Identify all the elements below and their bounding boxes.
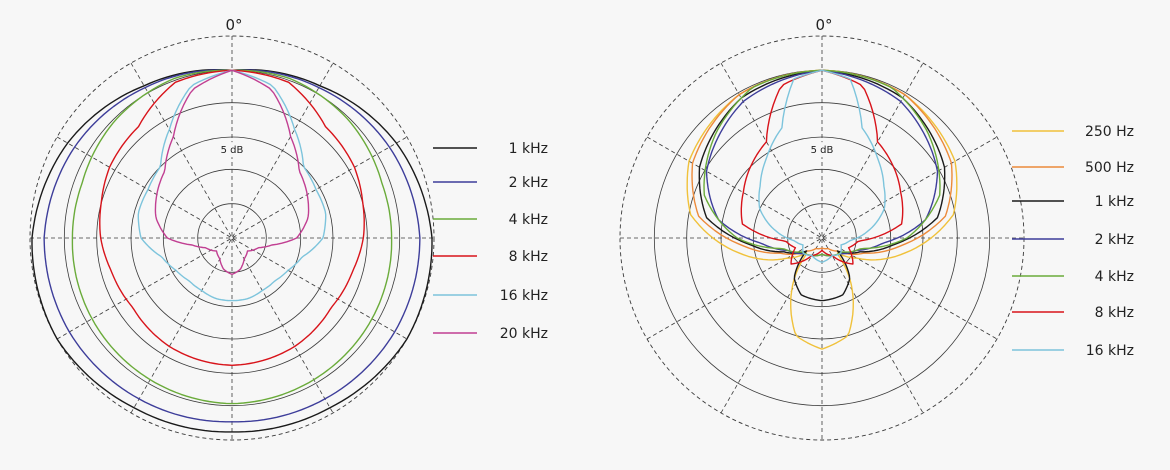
legend-label: 2 kHz	[509, 175, 548, 191]
grid-ring	[130, 136, 334, 340]
grid-spoke	[720, 62, 924, 414]
series-trace-4-khz	[71, 69, 393, 405]
series-trace-1-khz	[31, 69, 433, 433]
legend-label: 500 Hz	[1085, 160, 1134, 176]
legend-label: 4 kHz	[509, 212, 548, 228]
legend-label: 2 kHz	[1095, 232, 1134, 248]
grid-spoke	[130, 62, 334, 414]
legend-label: 4 kHz	[1095, 269, 1134, 285]
series-trace-4-khz	[703, 69, 941, 257]
legend-label: 20 kHz	[500, 326, 548, 342]
series-trace-20-khz	[154, 69, 310, 276]
grid-ring	[162, 168, 302, 308]
grid-spoke	[646, 136, 998, 340]
legend-label: 250 Hz	[1085, 124, 1134, 140]
legend-label: 8 kHz	[509, 249, 548, 265]
grid-ring	[752, 168, 892, 308]
polar-chart-left: 0° 5 dB 1 kHz 2 kHz 4 kHz 8 kHz 16 kHz 20 kHz	[29, 16, 548, 441]
ring-label-backing	[216, 142, 248, 158]
series-trace-16-khz	[137, 69, 327, 302]
series-trace-1-khz	[698, 69, 946, 302]
grid-ring	[197, 203, 267, 273]
ring-label: 5 dB	[811, 145, 834, 156]
legend-label: 8 kHz	[1095, 305, 1134, 321]
grid-ring	[720, 136, 924, 340]
series-trace-8-khz	[740, 69, 904, 265]
grid-spoke	[56, 136, 408, 340]
grid-spoke	[720, 62, 924, 414]
ring-label: 5 dB	[221, 145, 244, 156]
angle-label-zero: 0°	[225, 16, 242, 34]
legend-label: 16 kHz	[500, 288, 548, 304]
ring-label-backing	[806, 142, 838, 158]
grid-ring	[619, 35, 1025, 441]
series-trace-2-khz	[43, 69, 421, 423]
legend-label: 1 kHz	[509, 141, 548, 157]
grid-ring	[29, 35, 435, 441]
series-trace-8-khz	[99, 69, 365, 366]
series-trace-500-hz	[691, 69, 953, 255]
angle-label-zero: 0°	[815, 16, 832, 34]
grid-spoke	[130, 62, 334, 414]
grid-spoke	[56, 136, 408, 340]
series-trace-16-khz	[758, 69, 886, 263]
series-trace-250-hz	[686, 69, 958, 350]
polar-chart-right: 0° 5 dB 250 Hz 500 Hz 1 kHz 2 kHz 4 kHz 8 kHz 16…	[619, 16, 1134, 441]
legend-label: 16 kHz	[1086, 343, 1134, 359]
legend-label: 1 kHz	[1095, 194, 1134, 210]
